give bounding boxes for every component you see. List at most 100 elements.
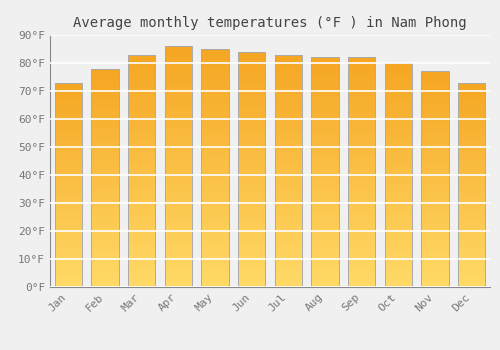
Bar [128, 103, 156, 106]
Bar [311, 246, 339, 248]
Bar [128, 180, 156, 182]
Bar [201, 232, 229, 234]
Bar [421, 242, 448, 244]
Bar [384, 108, 412, 110]
Bar [384, 83, 412, 85]
Bar [164, 92, 192, 94]
Bar [458, 121, 485, 124]
Bar [238, 122, 266, 125]
Bar [238, 188, 266, 190]
Bar [274, 252, 302, 254]
Bar [348, 282, 376, 285]
Bar [348, 209, 376, 211]
Bar [348, 124, 376, 126]
Bar [384, 191, 412, 193]
Bar [164, 142, 192, 145]
Bar [421, 97, 448, 99]
Bar [201, 173, 229, 175]
Bar [274, 192, 302, 194]
Bar [201, 251, 229, 254]
Bar [311, 232, 339, 234]
Bar [201, 228, 229, 230]
Bar [311, 248, 339, 250]
Bar [164, 162, 192, 164]
Bar [91, 117, 119, 119]
Bar [458, 107, 485, 109]
Bar [54, 209, 82, 211]
Bar [91, 143, 119, 145]
Bar [311, 85, 339, 87]
Bar [348, 275, 376, 278]
Bar [128, 182, 156, 185]
Bar [54, 256, 82, 258]
Bar [91, 204, 119, 206]
Bar [384, 206, 412, 209]
Bar [421, 91, 448, 93]
Bar [91, 217, 119, 219]
Bar [128, 247, 156, 250]
Bar [91, 191, 119, 193]
Bar [238, 216, 266, 219]
Bar [458, 150, 485, 152]
Bar [421, 239, 448, 242]
Bar [311, 223, 339, 225]
Bar [421, 203, 448, 205]
Bar [384, 70, 412, 72]
Bar [348, 234, 376, 237]
Bar [91, 195, 119, 197]
Bar [274, 90, 302, 92]
Bar [91, 173, 119, 176]
Bar [384, 247, 412, 249]
Bar [91, 84, 119, 86]
Bar [274, 157, 302, 159]
Bar [421, 265, 448, 268]
Bar [201, 120, 229, 123]
Bar [91, 69, 119, 71]
Bar [421, 80, 448, 82]
Bar [458, 265, 485, 267]
Bar [421, 117, 448, 119]
Bar [201, 237, 229, 239]
Bar [458, 83, 485, 287]
Bar [458, 158, 485, 160]
Bar [274, 120, 302, 122]
Bar [54, 170, 82, 173]
Bar [201, 185, 229, 187]
Bar [311, 145, 339, 147]
Bar [458, 109, 485, 111]
Bar [91, 136, 119, 139]
Bar [311, 241, 339, 243]
Bar [348, 280, 376, 282]
Bar [421, 278, 448, 281]
Bar [201, 206, 229, 209]
Bar [91, 208, 119, 211]
Bar [164, 275, 192, 277]
Bar [274, 226, 302, 229]
Bar [54, 285, 82, 287]
Bar [54, 214, 82, 216]
Bar [274, 96, 302, 99]
Bar [458, 207, 485, 209]
Bar [274, 138, 302, 141]
Bar [421, 106, 448, 108]
Bar [458, 140, 485, 142]
Bar [128, 217, 156, 219]
Bar [164, 58, 192, 61]
Bar [91, 239, 119, 241]
Bar [54, 267, 82, 268]
Bar [238, 144, 266, 146]
Bar [274, 261, 302, 264]
Bar [54, 244, 82, 246]
Bar [54, 127, 82, 130]
Bar [421, 153, 448, 155]
Bar [164, 118, 192, 121]
Bar [421, 82, 448, 84]
Bar [384, 177, 412, 180]
Bar [384, 106, 412, 108]
Bar [128, 66, 156, 69]
Bar [164, 94, 192, 97]
Bar [201, 218, 229, 220]
Bar [384, 220, 412, 222]
Bar [54, 262, 82, 265]
Bar [164, 46, 192, 287]
